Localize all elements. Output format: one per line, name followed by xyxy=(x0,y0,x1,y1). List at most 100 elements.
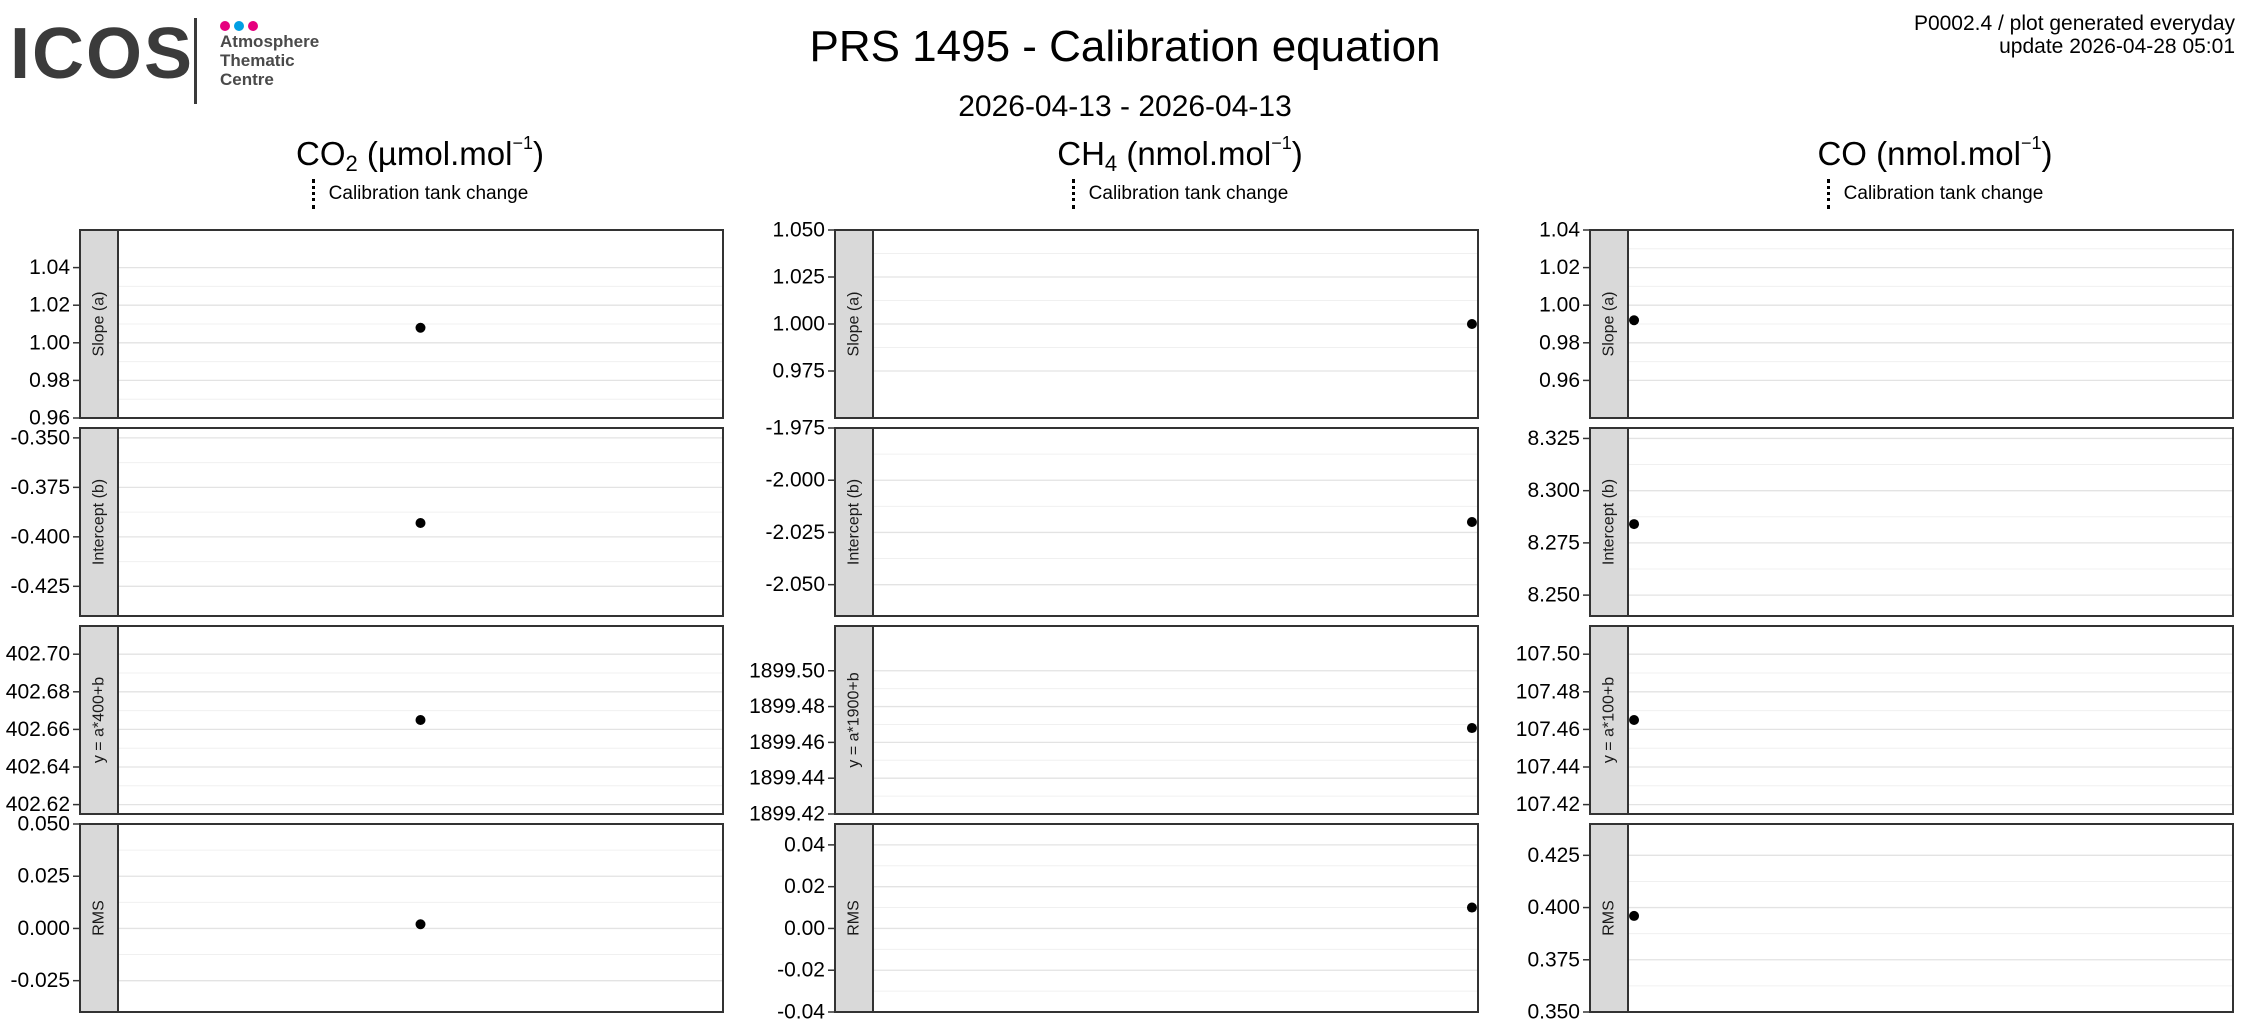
y-tick-label: 1.02 xyxy=(29,294,70,317)
facet-strip xyxy=(834,823,874,1013)
y-tick-label: -0.350 xyxy=(10,426,70,449)
y-tick-label: 0.425 xyxy=(1527,844,1580,867)
column-title-co: CO (nmol.mol−1) xyxy=(1817,133,2053,172)
facet-strip-label: RMS xyxy=(91,900,108,936)
plot-panel xyxy=(873,428,1478,616)
logo-dot-3 xyxy=(248,21,258,31)
panel-border xyxy=(117,427,724,617)
facet-strip xyxy=(834,427,874,617)
logo-dots xyxy=(220,18,262,36)
column-header-co: CO (nmol.mol−1) Calibration tank change xyxy=(1635,133,2235,209)
dotted-line-legend-icon xyxy=(311,179,315,209)
panel-border xyxy=(872,229,1479,419)
data-point xyxy=(1466,723,1477,734)
y-tick-label: 107.48 xyxy=(1516,680,1580,703)
data-point xyxy=(1629,910,1640,921)
logo-dot-1 xyxy=(220,21,230,31)
panel-border xyxy=(1627,625,2234,815)
facet-strip-label: Slope (a) xyxy=(846,292,863,357)
panel-border xyxy=(117,823,724,1013)
y-tick-label: 1899.46 xyxy=(749,731,825,754)
legend-tank-change: Calibration tank change xyxy=(1635,179,2235,209)
column-title-co2: CO2 (µmol.mol−1) xyxy=(296,133,544,176)
y-tick-label: 402.62 xyxy=(6,793,70,816)
data-point xyxy=(1629,315,1640,326)
data-point xyxy=(1629,715,1640,725)
facet-strip xyxy=(79,625,119,815)
data-point xyxy=(1629,519,1640,530)
icos-logo: ICOS Atmosphere Thematic Centre xyxy=(10,12,340,107)
page-title: PRS 1495 - Calibration equation xyxy=(809,22,1441,71)
y-tick-label: -0.025 xyxy=(10,969,70,992)
logo-dot-2 xyxy=(234,21,244,31)
data-point xyxy=(415,517,426,528)
facet-strip xyxy=(834,625,874,815)
y-tick-label: 0.04 xyxy=(784,833,825,856)
data-point xyxy=(415,919,426,930)
logo-subtitle-line-2: Thematic xyxy=(220,51,295,70)
facet-strip xyxy=(1589,625,1629,815)
data-point xyxy=(1466,319,1477,329)
legend-tank-change: Calibration tank change xyxy=(120,179,720,209)
data-point xyxy=(415,322,426,333)
plot-panel xyxy=(1628,824,2233,1012)
y-tick-label: 107.42 xyxy=(1516,793,1580,816)
y-tick-label: 8.250 xyxy=(1527,584,1580,607)
y-tick-label: 0.02 xyxy=(784,875,825,898)
y-tick-label: -0.425 xyxy=(10,575,70,598)
y-tick-label: 8.300 xyxy=(1527,479,1580,502)
logo-subtitle-line-1: Atmosphere xyxy=(220,32,320,51)
y-tick-label: 107.44 xyxy=(1516,756,1581,779)
y-tick-label: 8.275 xyxy=(1527,531,1580,554)
data-point xyxy=(415,715,426,725)
plot-meta: P0002.4 / plot generated everyday update… xyxy=(1914,12,2235,58)
y-tick-label: 0.400 xyxy=(1527,896,1580,919)
column-title-ch4: CH4 (nmol.mol−1) xyxy=(1057,133,1303,176)
date-range: 2026-04-13 - 2026-04-13 xyxy=(958,90,1292,123)
plot-panel xyxy=(118,824,723,1012)
panel-border xyxy=(117,625,724,815)
facet-strip xyxy=(79,823,119,1013)
y-tick-label: 0.050 xyxy=(17,813,70,836)
y-tick-label: 0.98 xyxy=(29,369,70,392)
facet-strip-label: Slope (a) xyxy=(1601,292,1618,357)
y-tick-label: 107.46 xyxy=(1516,718,1580,741)
y-tick-label: -2.050 xyxy=(765,573,825,596)
y-tick-label: 8.325 xyxy=(1527,427,1580,450)
facet-strip xyxy=(79,229,119,419)
facet-strip-label: RMS xyxy=(1601,900,1618,936)
y-tick-label: -2.025 xyxy=(765,521,825,544)
plot-panel xyxy=(1628,626,2233,814)
column-header-co2: CO2 (µmol.mol−1) Calibration tank change xyxy=(120,133,720,209)
facet-strip-label: y = a*1900+b xyxy=(846,672,863,767)
y-tick-label: 1.025 xyxy=(772,266,825,289)
y-tick-label: 0.00 xyxy=(784,917,825,940)
logo-divider xyxy=(194,18,197,104)
facet-strip-label: y = a*400+b xyxy=(91,677,108,763)
y-tick-label: 1.04 xyxy=(1539,219,1580,242)
y-tick-label: 0.96 xyxy=(1539,369,1580,392)
facet-strip-label: Intercept (b) xyxy=(91,479,108,565)
y-tick-label: 1.02 xyxy=(1539,256,1580,279)
y-tick-label: -0.02 xyxy=(777,959,825,982)
y-tick-label: 0.000 xyxy=(17,917,70,940)
logo-subtitle: Atmosphere Thematic Centre xyxy=(220,32,319,89)
y-tick-label: 402.66 xyxy=(6,718,70,741)
dotted-line-legend-icon xyxy=(1826,179,1830,209)
facet-strip xyxy=(1589,427,1629,617)
data-point xyxy=(1466,902,1477,913)
dotted-line-legend-icon xyxy=(1071,179,1075,209)
y-tick-label: 1.000 xyxy=(772,313,825,336)
panel-border xyxy=(117,229,724,419)
y-tick-label: 1899.44 xyxy=(749,767,825,790)
facet-strip-label: Intercept (b) xyxy=(1601,479,1618,565)
logo-subtitle-line-3: Centre xyxy=(220,70,274,89)
y-tick-label: -1.975 xyxy=(765,417,825,440)
y-tick-label: 402.64 xyxy=(6,756,71,779)
y-tick-label: 0.96 xyxy=(29,407,70,430)
y-tick-label: -0.400 xyxy=(10,525,70,548)
panel-border xyxy=(1627,427,2234,617)
y-tick-label: 1899.48 xyxy=(749,695,825,718)
y-tick-label: 402.70 xyxy=(6,643,70,666)
